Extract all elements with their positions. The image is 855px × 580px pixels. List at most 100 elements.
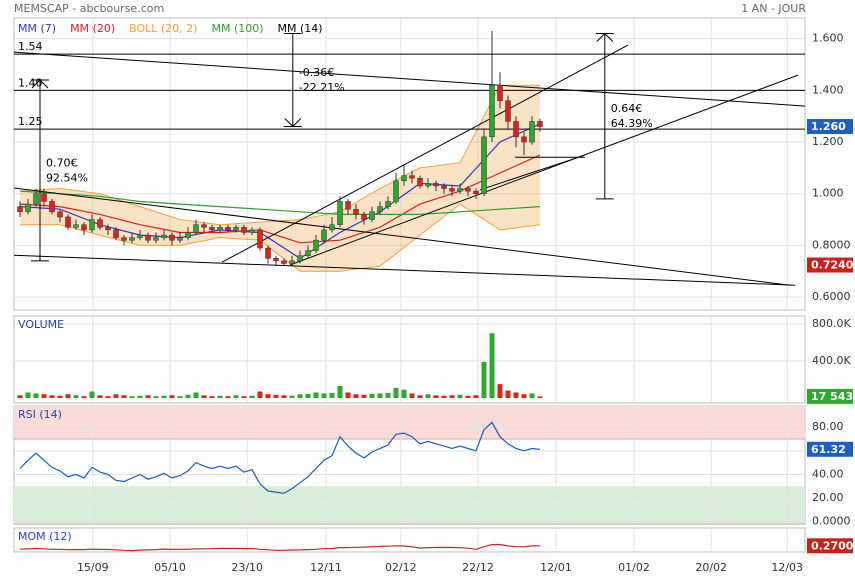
x-tick-label: 22/12 (462, 561, 494, 574)
volume-bar (417, 395, 423, 399)
candle-body (129, 237, 135, 241)
volume-bar (505, 390, 511, 399)
y-tick-label: 0.8000 (812, 238, 851, 251)
candle-body (489, 84, 495, 138)
volume-bar (385, 392, 391, 399)
volume-bar (265, 394, 271, 399)
x-tick-label: 12/03 (771, 561, 803, 574)
volume-bar (33, 393, 39, 399)
volume-bar (233, 395, 239, 399)
y-tick-label: 80.00 (812, 420, 844, 433)
volume-bar (409, 393, 415, 399)
volume-bar (217, 395, 223, 399)
level-label: 1.40 (18, 76, 43, 89)
candle-body (73, 224, 79, 228)
candle-body (481, 136, 487, 194)
candle-body (393, 180, 399, 202)
candle-body (177, 237, 183, 241)
candle-body (281, 260, 287, 264)
candle-body (97, 219, 103, 228)
candle-body (153, 237, 159, 241)
candle-body (233, 227, 239, 231)
volume-bar (153, 396, 159, 399)
candle-body (425, 183, 431, 187)
last-value-label: 17 543 (811, 390, 853, 403)
volume-bar (441, 395, 447, 399)
candle-body (329, 224, 335, 231)
period: 1 AN - JOUR (741, 2, 806, 15)
x-tick-label: 02/12 (385, 561, 417, 574)
candle-body (497, 84, 503, 101)
y-tick-label: 1.200 (812, 135, 844, 148)
volume-bar (73, 395, 79, 399)
measure-text: 0.64€ (611, 102, 643, 115)
candle-body (409, 175, 415, 179)
bollinger-lower (20, 203, 541, 272)
volume-bar (17, 395, 23, 399)
volume-bar (113, 394, 119, 399)
volume-bar (193, 392, 199, 399)
last-value-tag (807, 441, 853, 457)
volume-bar (137, 395, 143, 399)
candle-body (217, 227, 223, 231)
y-tick-label: 0.0000 (812, 515, 851, 528)
candle-body (185, 232, 191, 238)
candle-body (209, 227, 215, 231)
volume-bar (425, 394, 431, 399)
candle-body (41, 193, 47, 202)
candle-body (513, 121, 519, 138)
x-tick-label: 20/02 (695, 561, 727, 574)
measure-text: 64.39% (611, 117, 653, 130)
volume-bar (521, 394, 527, 399)
volume-bar (457, 394, 463, 399)
moving-average (19, 123, 541, 260)
volume-bar (537, 396, 543, 399)
trendline (479, 154, 585, 191)
legend-entry: MM (100) (211, 22, 263, 35)
candle-body (57, 211, 63, 218)
candle-body (137, 234, 143, 238)
candle-body (249, 229, 255, 233)
volume-bar (49, 395, 55, 399)
volume-bar (473, 395, 479, 399)
measure-text: 0.70€ (46, 156, 78, 169)
candle-body (473, 190, 479, 194)
last-value-label: 0.7240 (811, 259, 854, 272)
candle-body (449, 188, 455, 192)
panel-title: RSI (14) (18, 408, 62, 421)
candle-body (353, 208, 359, 215)
volume-bar (361, 394, 367, 399)
volume-bar (89, 391, 95, 399)
volume-bar (369, 393, 375, 399)
candle-body (377, 206, 383, 213)
volume-bar (257, 391, 263, 399)
y-tick-label: 1.400 (812, 83, 844, 96)
last-value-label: 61.32 (811, 443, 846, 456)
volume-bar (81, 396, 87, 399)
panel (13, 527, 806, 553)
volume-bar (281, 395, 287, 399)
indicator-line (19, 543, 541, 552)
volume-bar (161, 395, 167, 399)
candle-body (305, 250, 311, 256)
candle-body (169, 234, 175, 241)
volume-bar (201, 395, 207, 399)
x-tick-label: 15/09 (77, 561, 109, 574)
volume-bar (273, 394, 279, 399)
candle-body (345, 201, 351, 210)
panel-title: VOLUME (18, 318, 64, 331)
legend-entry: BOLL (20, 2) (129, 22, 197, 35)
volume-bar (449, 395, 455, 399)
panel (13, 17, 806, 311)
volume-bar (41, 394, 47, 399)
volume-bar (25, 392, 31, 399)
trendline (13, 51, 806, 107)
trendline (221, 44, 629, 263)
candle-body (297, 255, 303, 262)
volume-bar (145, 395, 151, 399)
indicator-line (19, 421, 541, 494)
trendline (13, 187, 791, 286)
volume-bar (185, 394, 191, 399)
volume-bar (529, 393, 535, 399)
